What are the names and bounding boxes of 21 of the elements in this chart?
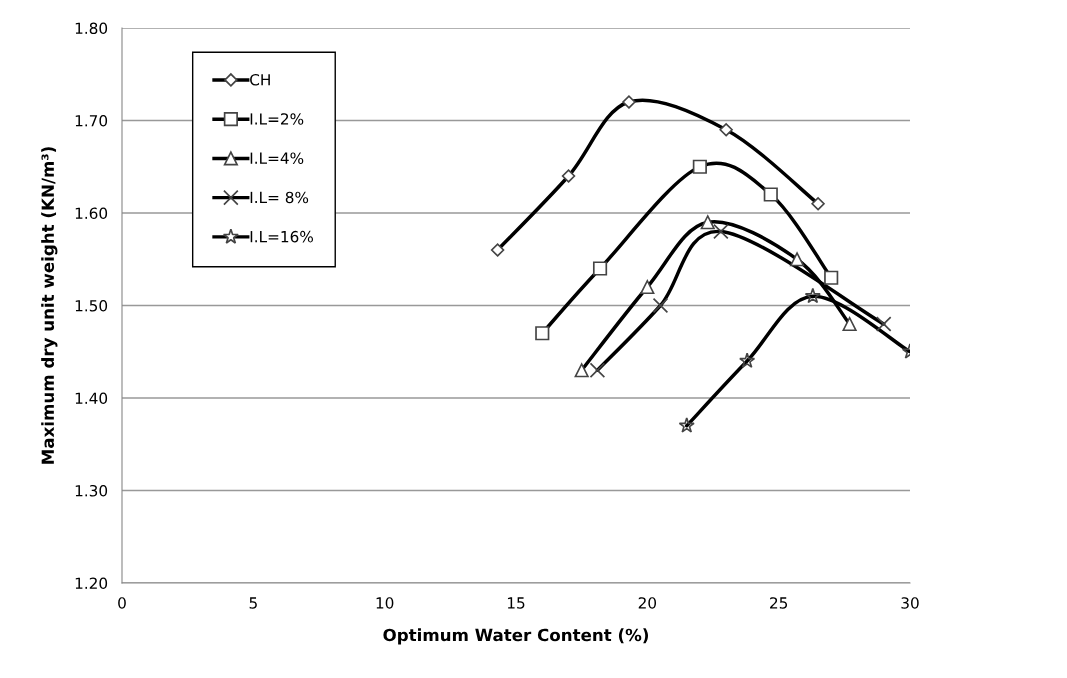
x-axis-title: Optimum Water Content (%) (383, 628, 649, 645)
x-tick-label: 15 (507, 597, 525, 609)
legend-label: I.L= 8% (250, 191, 309, 204)
x-tick-label: 5 (249, 597, 257, 609)
x-tick-label: 25 (770, 597, 788, 609)
legend-label: CH (250, 73, 270, 86)
legend-label: I.L=2% (250, 113, 304, 125)
x-tick-label: 30 (901, 597, 919, 609)
y-tick-label: 1.30 (75, 484, 108, 497)
legend-label: I.L=16% (250, 230, 313, 243)
x-tick-label: 0 (118, 597, 126, 609)
y-tick-label: 1.40 (75, 392, 108, 405)
x-tick-label: 20 (638, 597, 657, 609)
y-tick-label: 1.60 (75, 207, 108, 220)
legend-label: I.L=4% (250, 152, 304, 164)
y-axis-title: Maximum dry unit weight (KN/m³) (41, 147, 58, 464)
y-tick-label: 1.50 (75, 299, 108, 312)
y-tick-label: 1.20 (75, 577, 108, 590)
y-tick-label: 1.70 (75, 114, 108, 127)
y-tick-label: 1.80 (75, 22, 108, 35)
x-tick-label: 10 (376, 597, 394, 609)
